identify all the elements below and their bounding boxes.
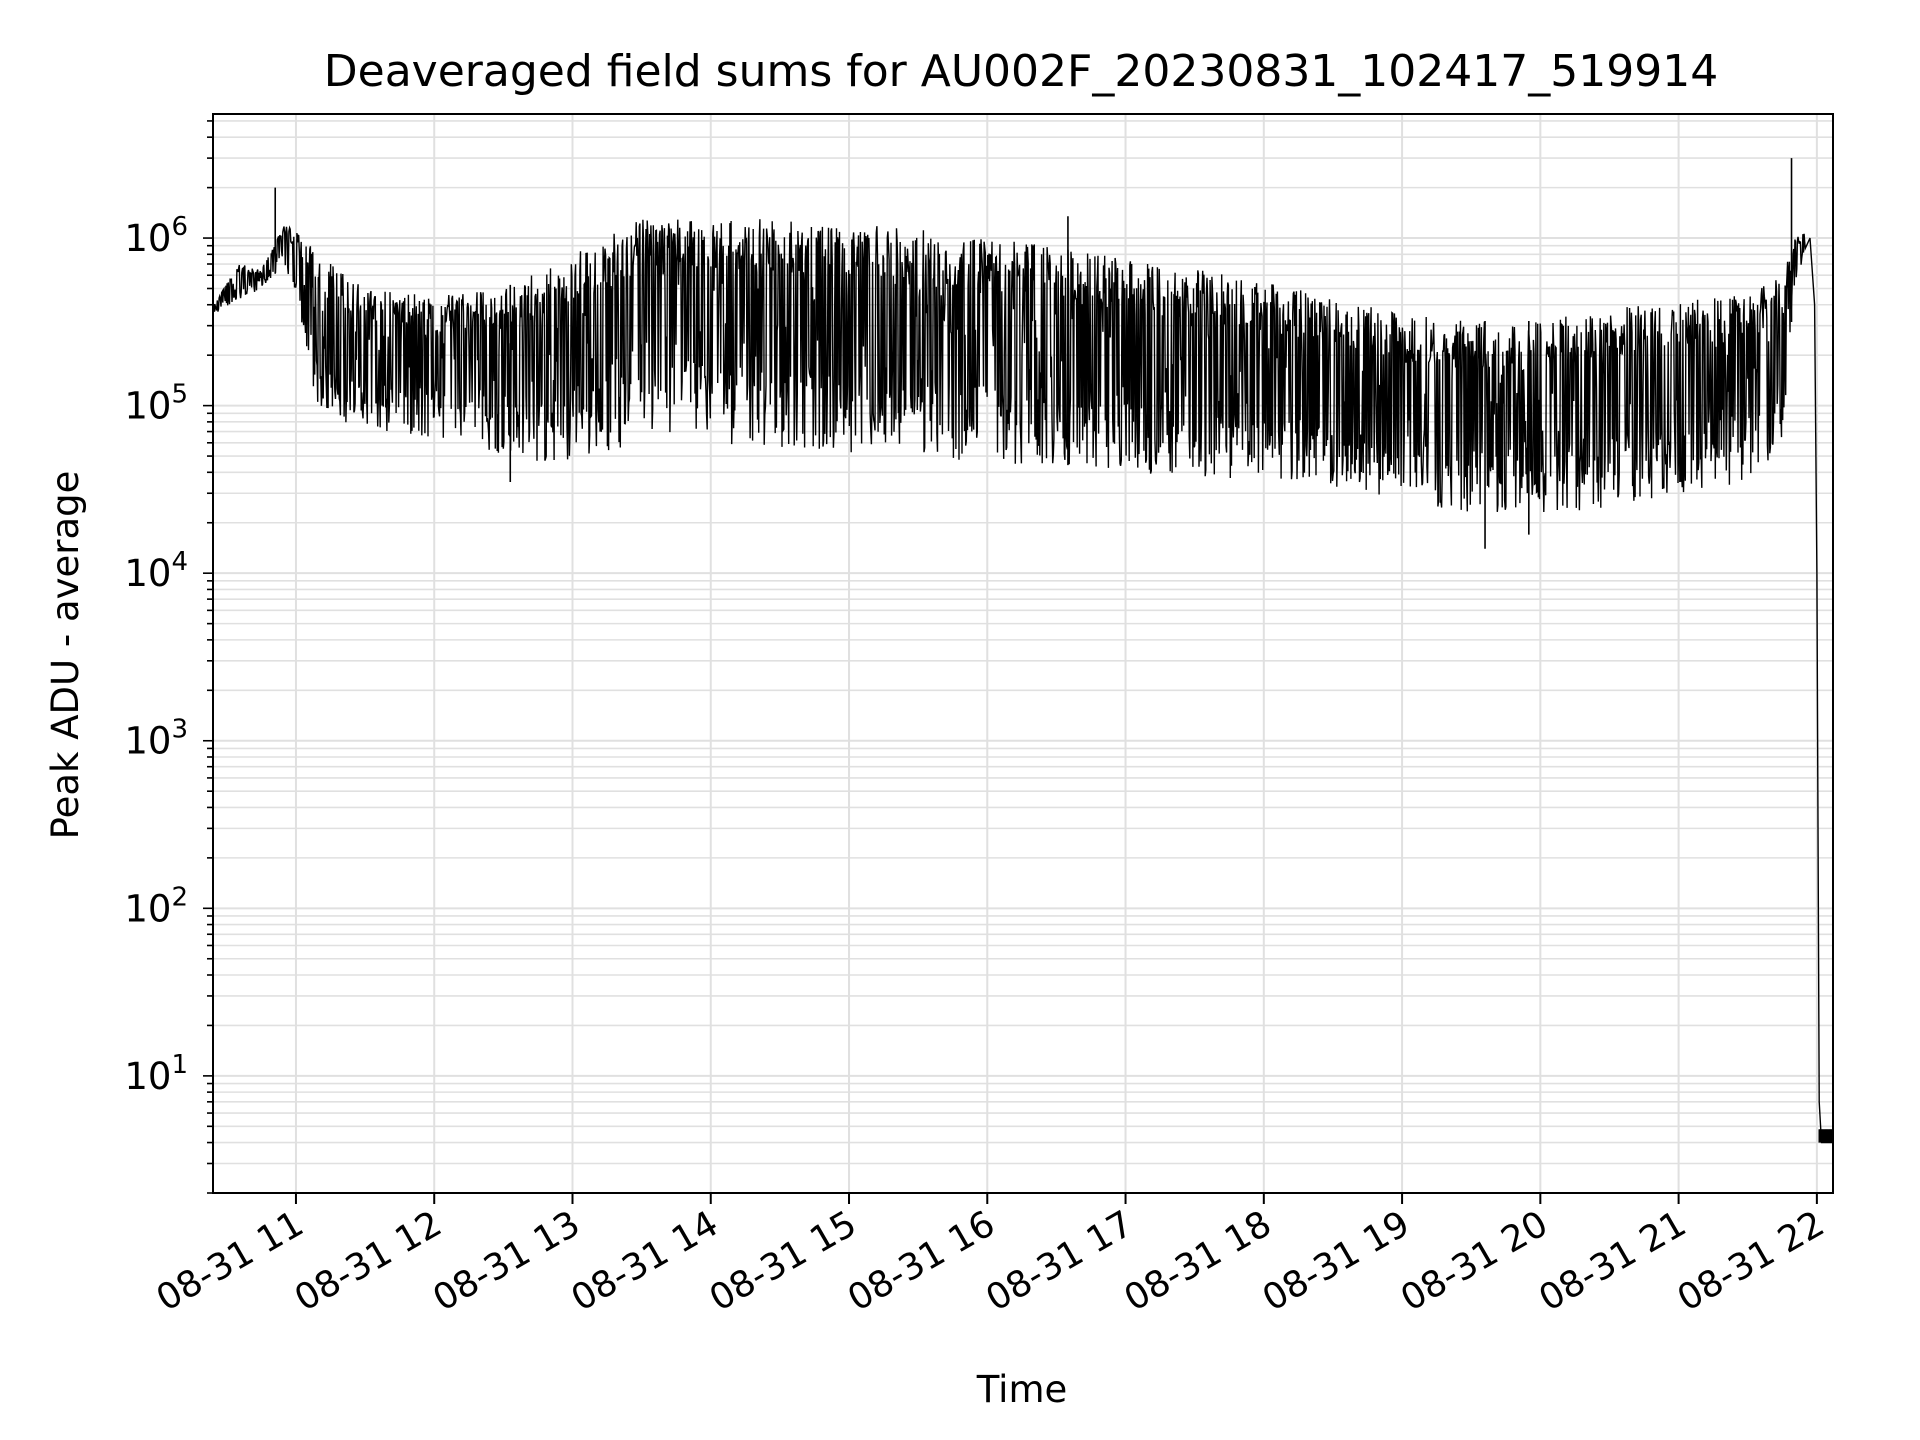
x-axis-label: Time (976, 1368, 1068, 1411)
series-line (212, 219, 1833, 1144)
x-tick-label: 08-31 13 (426, 1203, 587, 1319)
x-tick-label: 08-31 22 (1671, 1203, 1832, 1319)
x-tick-label: 08-31 12 (288, 1203, 449, 1319)
y-tick-label: 106 (124, 212, 188, 260)
y-axis-label: Peak ADU - average (44, 471, 87, 840)
x-tick-label: 08-31 18 (1118, 1203, 1279, 1319)
x-tick-label: 08-31 14 (565, 1203, 726, 1319)
y-tick-label: 103 (124, 715, 188, 763)
x-tick-label: 08-31 16 (841, 1203, 1002, 1319)
x-tick-label: 08-31 17 (979, 1203, 1140, 1319)
y-tick-label: 101 (124, 1050, 188, 1098)
x-tick-label: 08-31 11 (150, 1203, 311, 1319)
y-tick-label: 102 (124, 882, 188, 930)
chart-title: Deaveraged field sums for AU002F_2023083… (324, 46, 1718, 97)
x-tick-label: 08-31 21 (1532, 1203, 1693, 1319)
x-tick-label: 08-31 19 (1256, 1203, 1417, 1319)
y-tick-label: 104 (124, 547, 188, 595)
x-tick-label: 08-31 15 (703, 1203, 864, 1319)
data-series-line (212, 158, 1834, 1144)
y-axis: 101 102 103 104 105 106 (124, 120, 213, 1194)
x-tick-label: 08-31 20 (1394, 1203, 1555, 1319)
y-tick-label: 105 (124, 380, 188, 428)
plot-frame (212, 113, 1834, 1194)
